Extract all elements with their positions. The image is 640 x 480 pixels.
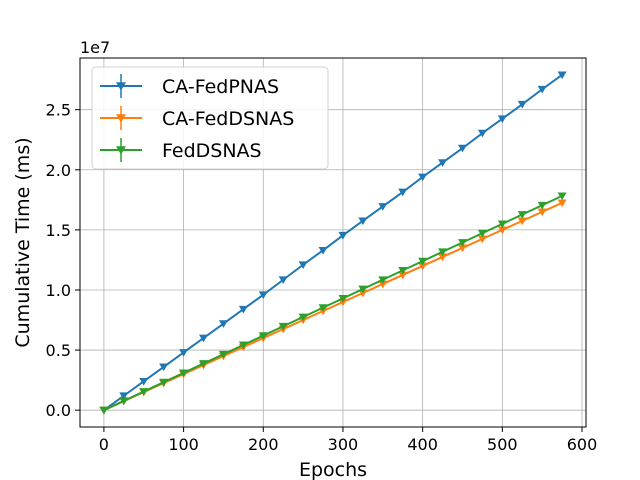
ticks: 0 100 200 300 400 500 600 0.0 0.5 1.0 1.5 2.0 2.5 (46, 101, 598, 454)
y-offset-label: 1e7 (80, 38, 110, 57)
data-point (179, 369, 189, 378)
data-point (418, 173, 428, 182)
x-tick-label: 500 (487, 435, 518, 454)
data-point (438, 248, 448, 257)
data-point (218, 350, 228, 359)
y-tick-label: 0.0 (46, 401, 71, 420)
legend-item: FedDSNAS (100, 138, 262, 162)
data-point (378, 276, 388, 285)
data-point (199, 360, 209, 368)
series-ca-fedpnas (99, 71, 567, 415)
data-point (557, 192, 567, 201)
data-point (497, 226, 507, 235)
series-layer (99, 71, 567, 415)
legend-marker (116, 82, 126, 91)
x-tick-label: 400 (407, 435, 438, 454)
x-tick-label: 200 (248, 435, 279, 454)
data-point (517, 100, 527, 109)
data-point (438, 253, 448, 262)
y-tick-label: 0.5 (46, 341, 71, 360)
data-point (119, 392, 129, 401)
legend-marker (116, 114, 126, 123)
x-tick-label: 0 (99, 435, 109, 454)
x-tick-label: 100 (168, 435, 199, 454)
data-point (418, 257, 428, 266)
data-point (537, 208, 547, 217)
data-point (457, 144, 467, 153)
legend-label: CA-FedDSNAS (162, 108, 294, 130)
data-point (438, 159, 448, 167)
data-point (477, 129, 487, 138)
data-point (358, 217, 368, 226)
data-point (218, 320, 228, 328)
plot-frame (79, 57, 587, 428)
data-point (378, 203, 388, 211)
data-point (338, 231, 348, 240)
data-point (318, 246, 328, 255)
data-point (497, 115, 507, 123)
series-feddsnas (99, 192, 567, 415)
data-point (258, 332, 268, 340)
data-point (358, 289, 368, 298)
legend-marker (116, 146, 126, 155)
y-tick-label: 1.5 (46, 221, 71, 240)
data-point (139, 377, 149, 386)
data-point (278, 276, 288, 285)
y-tick-label: 2.0 (46, 161, 71, 180)
y-tick-label: 2.5 (46, 101, 71, 120)
data-point (517, 211, 527, 219)
legend-item: CA-FedDSNAS (100, 106, 294, 130)
data-point (278, 322, 288, 331)
data-point (537, 201, 547, 210)
data-point (179, 349, 189, 357)
data-point (398, 271, 408, 280)
data-point (457, 239, 467, 247)
data-point (457, 244, 467, 253)
data-point (119, 397, 129, 406)
data-point (378, 280, 388, 289)
data-point (298, 261, 308, 270)
x-tick-label: 600 (567, 435, 598, 454)
y-tick-label: 1.0 (46, 281, 71, 300)
data-point (159, 378, 169, 387)
data-point (238, 305, 248, 314)
series-line (103, 194, 563, 412)
data-point (298, 313, 308, 322)
legend-label: FedDSNAS (162, 140, 262, 162)
legend-item: CA-FedPNAS (100, 74, 279, 98)
data-point (517, 217, 527, 226)
data-point (358, 285, 368, 294)
data-point (418, 262, 428, 271)
x-axis-label: Epochs (299, 459, 367, 480)
x-tick-label: 300 (328, 435, 359, 454)
legend-box (91, 66, 329, 170)
data-point (199, 334, 209, 343)
data-point (537, 85, 547, 94)
data-point (497, 220, 507, 229)
data-point (99, 406, 109, 415)
data-point (318, 304, 328, 312)
series-ca-feddsnas (99, 199, 567, 415)
data-point (238, 341, 248, 350)
data-point (557, 199, 567, 208)
data-point (159, 363, 169, 372)
data-point (258, 291, 268, 300)
data-point (338, 295, 348, 303)
y-axis-label: Cumulative Time (ms) (12, 137, 34, 347)
legend: CA-FedPNAS CA-FedDSNAS FedDSNAS (91, 66, 329, 170)
legend-label: CA-FedPNAS (162, 76, 279, 98)
data-point (398, 188, 408, 197)
data-point (557, 71, 567, 80)
data-point (398, 267, 408, 275)
data-point (477, 229, 487, 238)
data-point (139, 388, 149, 396)
data-point (477, 235, 487, 244)
